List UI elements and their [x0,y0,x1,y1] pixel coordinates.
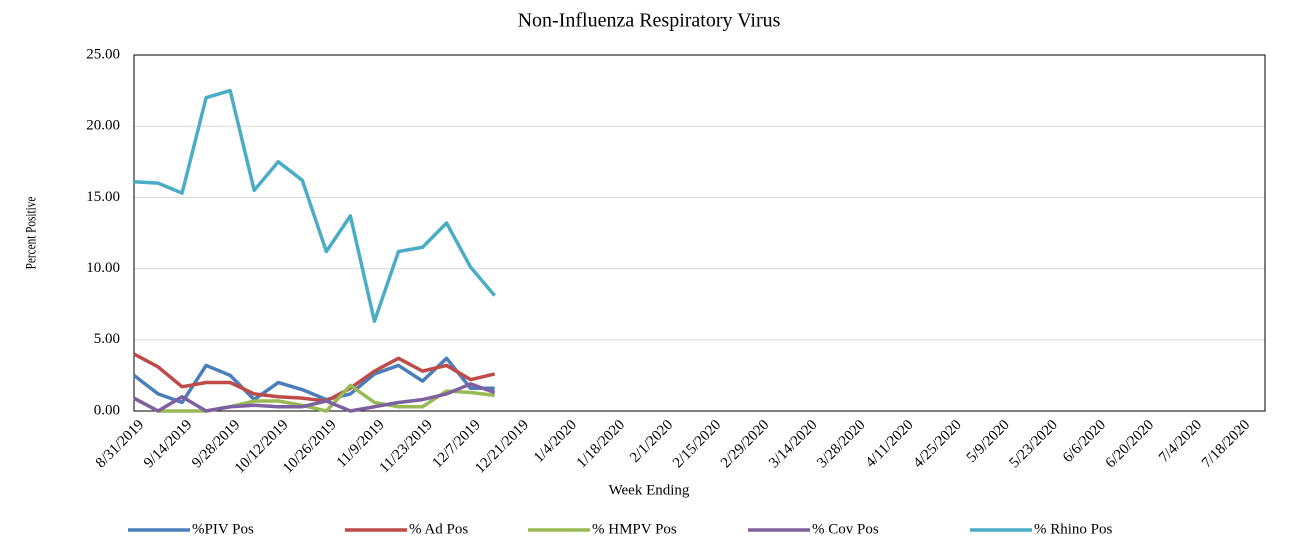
x-tick-label: 5/23/2020 [1007,417,1061,471]
x-tick-label: 6/20/2020 [1103,417,1157,471]
x-tick-label: 1/18/2020 [574,417,628,471]
x-tick-label: 1/4/2020 [531,417,580,466]
legend-label: % HMPV Pos [592,521,677,537]
x-axis-label: Week Ending [609,482,690,498]
legend-label: %PIV Pos [192,521,254,537]
series-line [133,88,496,324]
series-line [133,352,496,403]
plot-border [133,54,1266,412]
legend-label: % Rhino Pos [1034,521,1113,537]
series-line [133,383,495,413]
y-axis-label: Percent Positive [22,197,39,270]
x-tick-label: 11/23/2019 [377,417,436,476]
x-tick-label: 2/15/2020 [670,417,724,471]
x-tick-label: 4/11/2020 [863,417,917,471]
x-tick-label: 3/14/2020 [766,417,820,471]
y-tick-label: 15.00 [86,189,120,205]
x-tick-label: 6/6/2020 [1060,417,1109,466]
legend-label: % Ad Pos [409,521,468,537]
x-tick-label: 9/14/2019 [141,417,195,471]
chart-title: Non-Influenza Respiratory Virus [518,10,781,32]
x-tick-label: 8/31/2019 [93,417,147,471]
x-tick-label: 7/4/2020 [1156,417,1205,466]
y-tick-label: 5.00 [94,331,120,347]
y-tick-label: 25.00 [86,46,120,62]
x-tick-label: 3/28/2020 [814,417,868,471]
y-tick-label: 20.00 [86,118,120,134]
x-tick-label: 2/29/2020 [718,417,772,471]
x-tick-label: 5/9/2020 [964,417,1013,466]
x-tick-label: 2/1/2020 [627,417,676,466]
legend-label: % Cov Pos [812,521,879,537]
y-tick-label: 10.00 [86,260,120,276]
series-line [133,382,496,413]
x-tick-label: 4/25/2020 [910,417,964,471]
y-tick-label: 0.00 [94,402,120,418]
x-tick-label: 7/18/2020 [1199,417,1253,471]
